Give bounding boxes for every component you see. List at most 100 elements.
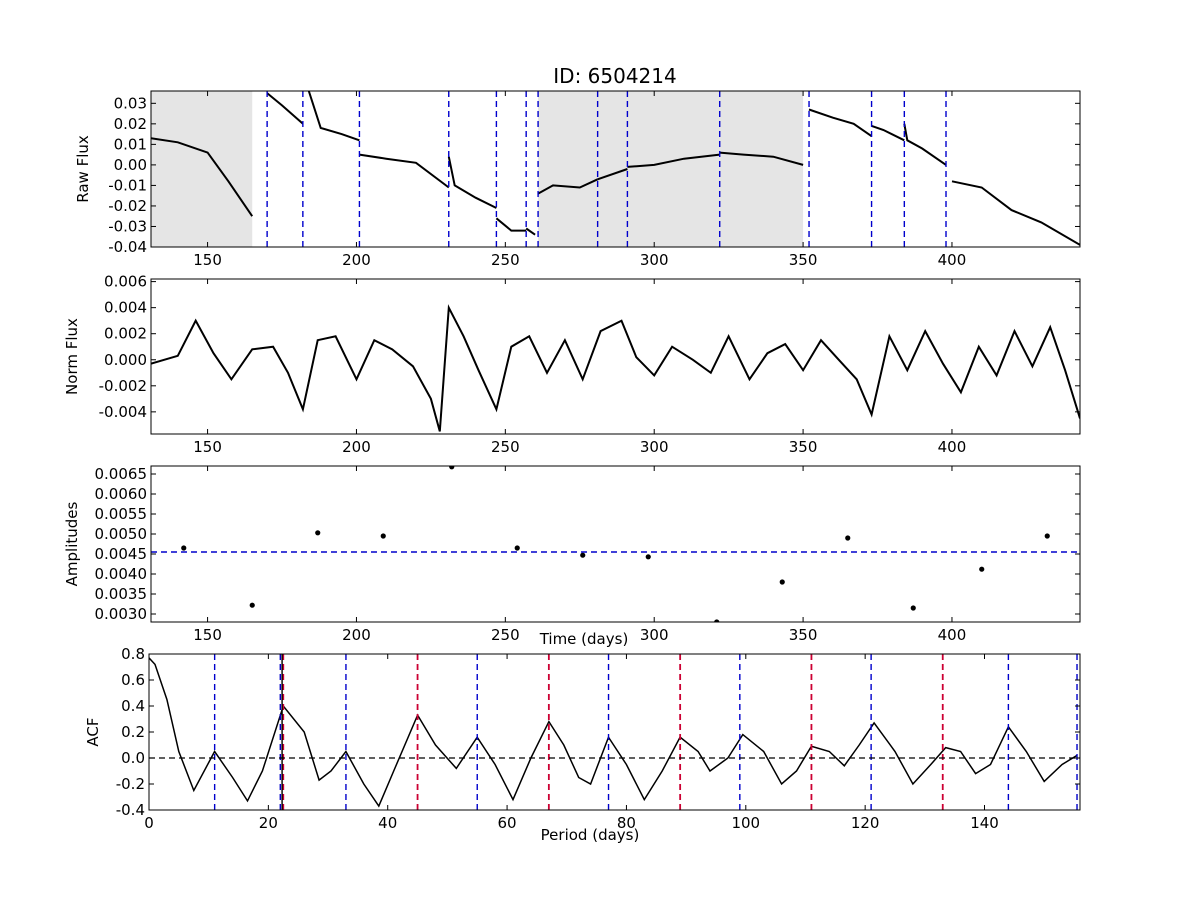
x-tick-label: 200 — [342, 626, 371, 644]
raw-flux-segment — [266, 92, 304, 125]
x-tick-label: 150 — [193, 251, 222, 269]
x-tick-label: 60 — [498, 814, 517, 832]
x-tick-label: 140 — [970, 814, 999, 832]
axes-frame — [150, 465, 1081, 623]
raw-flux-segment — [903, 123, 947, 166]
raw-flux-segment — [151, 137, 254, 217]
raw-flux-segment — [808, 108, 873, 138]
y-tick-label: -0.004 — [99, 403, 147, 421]
y-tick-label: 0.0030 — [95, 605, 148, 623]
panel-raw-flux: 150 200 250 300 350 400 0.03 0.02 0.01 0.00 -0.01 -… — [74, 90, 1081, 269]
x-tick-label: 100 — [731, 814, 760, 832]
x-tick-label: 350 — [789, 251, 818, 269]
y-tick-label: -0.2 — [116, 775, 145, 793]
amplitude-point — [580, 552, 586, 558]
y-tick-label: 0.8 — [121, 645, 145, 663]
panel-amplitudes: 150 200 250 300 350 400 0.0065 0.0060 0.0055 0.00… — [63, 465, 1081, 648]
y-tick-label: 0.03 — [114, 94, 147, 112]
y-tick-label: 0.000 — [104, 351, 147, 369]
amplitude-point — [514, 545, 520, 551]
amplitude-point — [714, 619, 720, 622]
y-tick-label: 0.01 — [114, 135, 147, 153]
x-tick-label: 350 — [789, 626, 818, 644]
amplitude-point — [181, 545, 187, 551]
y-axis-label: Norm Flux — [63, 318, 81, 395]
x-tick-label: 400 — [938, 626, 967, 644]
y-tick-label: 0.0060 — [95, 485, 148, 503]
acf-line — [149, 657, 1078, 808]
x-tick-label: 300 — [640, 251, 669, 269]
raw-flux-segment — [951, 180, 1080, 246]
raw-flux-segment — [307, 91, 360, 142]
norm-flux-line — [151, 304, 1080, 432]
y-tick-label: 0.00 — [114, 156, 147, 174]
y-tick-label: -0.03 — [108, 217, 147, 235]
raw-flux-segment — [871, 124, 905, 142]
y-tick-label: -0.4 — [116, 801, 145, 819]
amplitude-point — [449, 466, 455, 470]
axes-frame — [148, 653, 1081, 811]
y-tick-label: 0.0040 — [95, 565, 148, 583]
x-tick-label: 300 — [640, 438, 669, 456]
y-tick-label: 0.0050 — [95, 525, 148, 543]
shaded-span — [151, 91, 253, 247]
raw-flux-segment — [495, 217, 527, 232]
plot-area — [149, 654, 1080, 810]
y-axis-label: Amplitudes — [63, 501, 81, 586]
x-tick-label: 200 — [342, 438, 371, 456]
panel-acf: 0 20 40 60 80 100 120 140 0.8 0.6 0.4 0.2 0.0 -0.2 -0.… — [84, 645, 1081, 844]
raw-flux-segment — [537, 178, 599, 195]
raw-flux-segment — [447, 156, 497, 209]
y-tick-label: -0.04 — [108, 238, 147, 256]
x-tick-label: 120 — [851, 814, 880, 832]
x-tick-label: 150 — [193, 438, 222, 456]
x-tick-label: 300 — [640, 626, 669, 644]
x-tick-label: 80 — [617, 814, 636, 832]
x-tick-label: 0 — [144, 814, 154, 832]
x-tick-label: 250 — [491, 438, 520, 456]
x-tick-label: 400 — [938, 438, 967, 456]
amplitude-point — [910, 605, 916, 611]
figure-title: ID: 6504214 — [553, 64, 676, 88]
y-axis-label: ACF — [84, 717, 102, 746]
raw-flux-segment — [627, 153, 720, 168]
y-tick-label: 0.0065 — [95, 465, 148, 483]
amplitude-point — [779, 579, 785, 585]
axes-frame — [150, 278, 1081, 435]
amplitude-point — [845, 535, 851, 541]
y-tick-label: 0.0035 — [95, 585, 148, 603]
y-tick-label: 0.006 — [104, 273, 147, 291]
y-tick-label: 0.0055 — [95, 505, 148, 523]
amplitude-point — [645, 554, 651, 560]
axes-frame — [150, 90, 1081, 248]
y-tick-label: 0.2 — [121, 723, 145, 741]
x-axis-label: Period (days) — [541, 826, 640, 844]
y-tick-label: -0.002 — [99, 377, 147, 395]
shaded-span — [538, 91, 804, 247]
x-tick-label: 20 — [259, 814, 278, 832]
raw-flux-segment — [525, 227, 536, 236]
amplitude-point — [315, 530, 321, 536]
y-tick-label: 0.6 — [121, 671, 145, 689]
y-tick-label: 0.02 — [114, 115, 147, 133]
raw-flux-segment — [719, 151, 804, 166]
x-tick-label: 250 — [491, 626, 520, 644]
y-tick-label: 0.0 — [121, 749, 145, 767]
y-axis-label: Raw Flux — [74, 135, 92, 203]
raw-flux-segment — [597, 168, 628, 181]
plot-area — [151, 466, 1080, 622]
x-tick-label: 150 — [193, 626, 222, 644]
y-tick-label: 0.004 — [104, 299, 147, 317]
y-tick-label: 0.002 — [104, 325, 147, 343]
amplitude-point — [249, 602, 255, 608]
raw-flux-segment — [359, 153, 450, 189]
x-tick-label: 250 — [491, 251, 520, 269]
amplitude-point — [380, 533, 386, 539]
x-tick-label: 40 — [378, 814, 397, 832]
y-tick-label: 0.4 — [121, 697, 145, 715]
x-tick-label: 200 — [342, 251, 371, 269]
y-tick-label: 0.0045 — [95, 545, 148, 563]
plot-area — [151, 304, 1080, 432]
panel-norm-flux: 150 200 250 300 350 400 0.006 0.004 0.002 0.000 -0… — [63, 273, 1081, 456]
